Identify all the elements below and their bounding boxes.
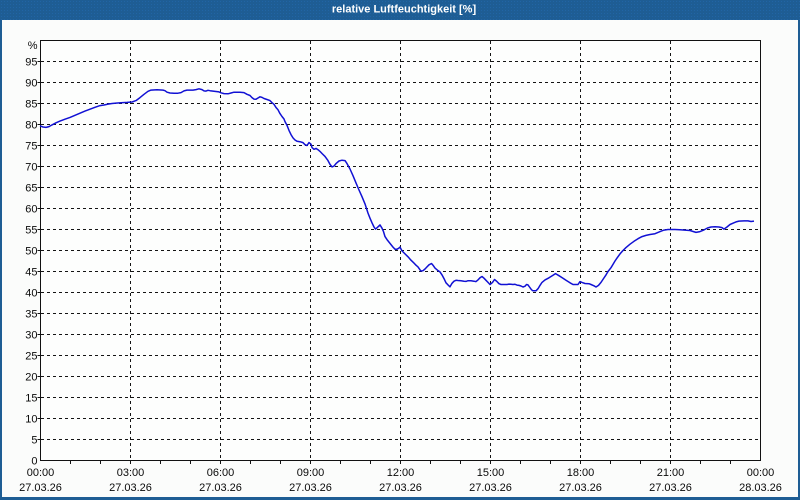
- svg-text:5: 5: [31, 435, 37, 447]
- svg-text:relative Luftfeuchtigkeit [%]: relative Luftfeuchtigkeit [%]: [332, 4, 477, 16]
- svg-text:27.03.26: 27.03.26: [19, 482, 62, 494]
- svg-text:27.03.26: 27.03.26: [559, 482, 602, 494]
- svg-text:65: 65: [25, 183, 37, 195]
- svg-text:27.03.26: 27.03.26: [199, 482, 242, 494]
- svg-text:03:00: 03:00: [117, 467, 145, 479]
- svg-text:15: 15: [25, 393, 37, 405]
- svg-text:80: 80: [25, 120, 37, 132]
- svg-text:27.03.26: 27.03.26: [649, 482, 692, 494]
- svg-text:10: 10: [25, 414, 37, 426]
- svg-text:00:00: 00:00: [27, 467, 55, 479]
- svg-text:75: 75: [25, 141, 37, 153]
- svg-text:21:00: 21:00: [657, 467, 685, 479]
- svg-text:27.03.26: 27.03.26: [109, 482, 152, 494]
- svg-text:70: 70: [25, 162, 37, 174]
- svg-text:85: 85: [25, 99, 37, 111]
- svg-text:30: 30: [25, 330, 37, 342]
- svg-text:25: 25: [25, 351, 37, 363]
- svg-text:09:00: 09:00: [297, 467, 325, 479]
- svg-text:95: 95: [25, 57, 37, 69]
- svg-text:27.03.26: 27.03.26: [289, 482, 332, 494]
- svg-text:%: %: [28, 40, 38, 52]
- svg-text:00:00: 00:00: [747, 467, 775, 479]
- svg-text:35: 35: [25, 309, 37, 321]
- svg-text:55: 55: [25, 225, 37, 237]
- svg-text:20: 20: [25, 372, 37, 384]
- svg-text:28.03.26: 28.03.26: [739, 482, 782, 494]
- svg-text:27.03.26: 27.03.26: [379, 482, 422, 494]
- svg-text:06:00: 06:00: [207, 467, 235, 479]
- svg-text:60: 60: [25, 204, 37, 216]
- svg-text:0: 0: [31, 456, 37, 468]
- svg-text:18:00: 18:00: [567, 467, 595, 479]
- svg-text:50: 50: [25, 246, 37, 258]
- svg-text:45: 45: [25, 267, 37, 279]
- svg-text:15:00: 15:00: [477, 467, 505, 479]
- svg-text:40: 40: [25, 288, 37, 300]
- svg-text:12:00: 12:00: [387, 467, 415, 479]
- svg-text:90: 90: [25, 78, 37, 90]
- svg-text:27.03.26: 27.03.26: [469, 482, 512, 494]
